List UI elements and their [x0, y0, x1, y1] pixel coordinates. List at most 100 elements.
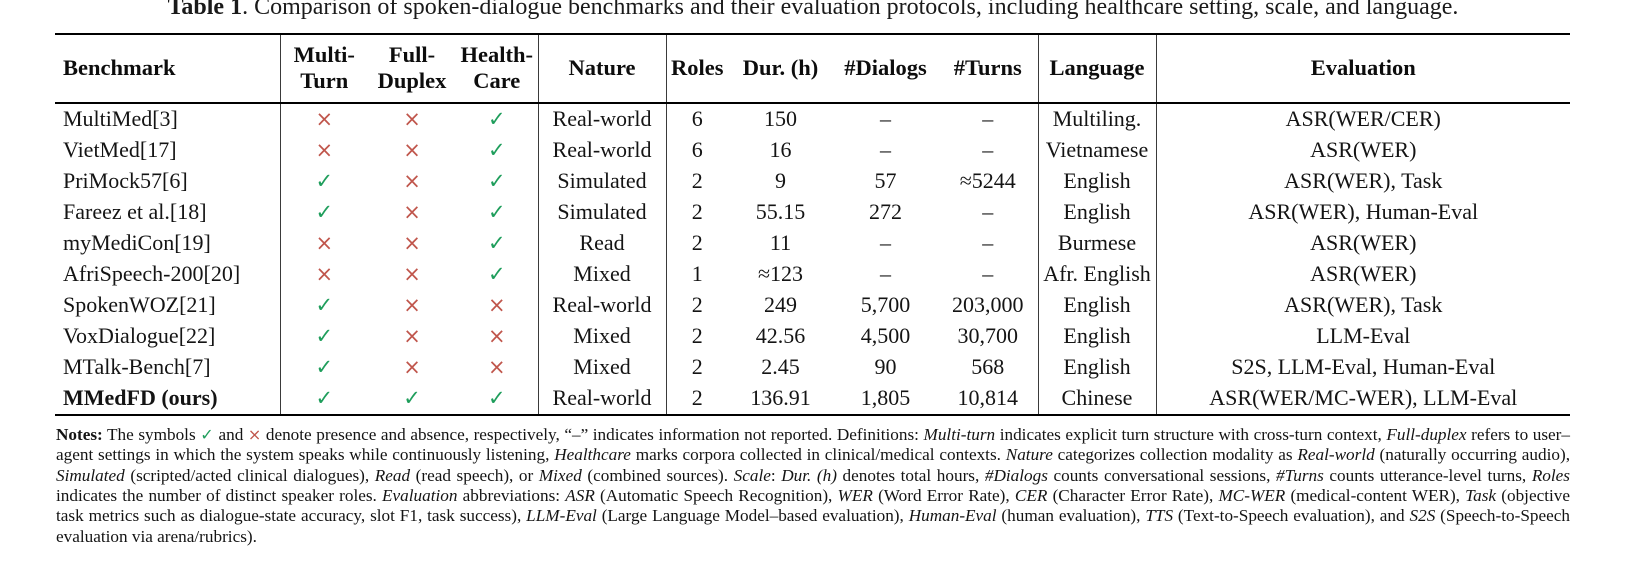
cell-healthcare: ×	[456, 351, 539, 383]
cell-benchmark: VietMed[17]	[55, 134, 281, 166]
cell-evaluation: ASR(WER)	[1310, 261, 1417, 287]
cell-turns: 203,000	[938, 289, 1039, 321]
cell-full_duplex: ×	[368, 228, 456, 259]
cell-turns: –	[938, 102, 1039, 135]
cell-healthcare: ✓	[456, 227, 539, 259]
col-header-turns: #Turns	[938, 34, 1039, 103]
cell-full_duplex: ×	[368, 259, 456, 290]
notes-term: MC-WER	[1218, 485, 1286, 505]
cross-icon: ×	[403, 262, 421, 287]
cell-full_duplex: ×	[368, 135, 456, 166]
cell-roles: 2	[691, 385, 703, 411]
cell-nature: Mixed	[538, 258, 667, 290]
cross-icon: ×	[487, 355, 506, 380]
cell-roles: 1	[691, 261, 703, 287]
notes-text: denotes total hours,	[836, 465, 985, 485]
cross-icon: ×	[487, 324, 506, 349]
table-row: SpokenWOZ[21] ✓ × × Real-world 2 249 5,700 203,0…	[55, 289, 1570, 321]
cell-full_duplex: ×	[368, 197, 456, 228]
col-header-nature: Nature	[538, 34, 667, 103]
cell-roles: 2	[691, 292, 703, 318]
table-row: VietMed[17] × × ✓ Real-world 6 16– – Vietnamese A…	[55, 134, 1570, 166]
check-icon: ✓	[200, 424, 214, 444]
cell-multi_turn: ✓	[280, 197, 368, 228]
notes-text: (medical-content WER),	[1285, 485, 1466, 505]
cell-dur_h: 16	[769, 137, 792, 163]
cell-benchmark: VoxDialogue[22]	[55, 320, 281, 352]
notes-term: Mixed	[538, 465, 582, 485]
cell-dur_h: 2.45	[761, 354, 800, 380]
notes-term: Multi-turn	[923, 424, 996, 444]
cross-icon: ×	[403, 355, 421, 380]
cell-healthcare: ✓	[456, 258, 539, 290]
cell-multi_turn: ×	[280, 135, 368, 166]
cell-turns: –	[938, 258, 1039, 290]
cell-multi_turn: ✓	[280, 290, 368, 321]
cell-multi_turn: ✓	[280, 383, 368, 415]
cell-dialogs: 4,500	[860, 323, 911, 349]
cell-language: Vietnamese	[1038, 134, 1157, 166]
table-caption-label: Table 1	[167, 0, 243, 20]
cell-language: Chinese	[1038, 382, 1157, 415]
cell-benchmark: MultiMed[3]	[55, 102, 281, 135]
check-icon: ✓	[487, 169, 506, 194]
notes-text: (scripted/acted clinical dialogues),	[124, 465, 375, 485]
cell-roles: 2	[691, 168, 703, 194]
cell-dialogs: 1,805	[860, 385, 911, 411]
check-icon: ✓	[315, 169, 334, 194]
notes-text: (Large Language Model–based evaluation),	[596, 506, 909, 526]
notes-term: Task	[1465, 485, 1497, 505]
cell-evaluation: ASR(WER), Human-Eval	[1248, 199, 1479, 225]
notes-term: Simulated	[56, 465, 125, 485]
notes-text: (human evaluation),	[996, 506, 1146, 526]
notes-text: abbreviations:	[457, 485, 566, 505]
cell-roles: 6	[691, 137, 703, 163]
cross-icon: ×	[403, 107, 421, 132]
notes-text: marks corpora collected in clinical/medi…	[630, 445, 1006, 465]
cell-evaluation: ASR(WER/CER)	[1285, 106, 1441, 132]
cell-nature: Real-world	[538, 134, 667, 166]
notes-text: denote presence and absence, respectivel…	[261, 424, 924, 444]
cell-dialogs: –	[880, 106, 891, 132]
cross-icon: ×	[315, 262, 334, 287]
cell-dialogs: 90	[874, 354, 897, 380]
cell-benchmark: PriMock57[6]	[55, 165, 281, 197]
cell-benchmark: AfriSpeech-200[20]	[55, 258, 281, 290]
cell-language: Afr. English	[1038, 258, 1157, 290]
notes-term: #Turns	[1276, 465, 1324, 485]
cell-nature: Mixed	[538, 351, 667, 383]
cell-multi_turn: ✓	[280, 166, 368, 197]
cell-benchmark-ours: MMedFD (ours)	[55, 382, 281, 415]
table-row: VoxDialogue[22] ✓ × × Mixed 2 42.56 4,500 30,700…	[55, 320, 1570, 352]
table-header-row: Benchmark Multi- Turn Full- Duplex Health- Car…	[55, 34, 1570, 103]
notes-text: and	[213, 424, 248, 444]
check-icon: ✓	[403, 386, 421, 411]
cell-multi_turn: ✓	[280, 352, 368, 383]
check-icon: ✓	[487, 138, 506, 163]
cross-icon: ×	[315, 107, 334, 132]
cell-healthcare: ✓	[456, 196, 539, 228]
cell-full_duplex: ×	[368, 103, 456, 135]
col-header-benchmark: Benchmark	[55, 34, 281, 103]
cell-multi_turn: ×	[280, 103, 368, 135]
table-row: MTalk-Bench[7] ✓ × × Mixed 2 2.45 90 568 English S…	[55, 351, 1570, 383]
notes-text: (Text-to-Speech evaluation), and	[1173, 506, 1410, 526]
cell-full_duplex: ×	[368, 166, 456, 197]
check-icon: ✓	[487, 107, 506, 132]
cell-nature: Mixed	[538, 320, 667, 352]
cell-nature: Simulated	[538, 196, 667, 228]
cell-language: English	[1038, 351, 1157, 383]
cell-roles: 6	[691, 106, 703, 132]
cell-turns: 10,814	[938, 382, 1039, 415]
col-header-health-care: Health- Care	[456, 34, 539, 103]
cell-dialogs: –	[880, 137, 891, 163]
table-row: PriMock57[6] ✓ × ✓ Simulated 2 9 57 ≈5244 English…	[55, 165, 1570, 197]
cell-benchmark: SpokenWOZ[21]	[55, 289, 281, 321]
col-header-evaluation: Evaluation	[1310, 54, 1416, 80]
notes-text: (Speech-to-Speech evaluation via arena/r…	[56, 506, 1570, 546]
notes-text: counts conversational sessions,	[1047, 465, 1277, 485]
notes-term: Evaluation	[382, 485, 458, 505]
cell-full_duplex: ×	[368, 352, 456, 383]
notes-text: indicates the number of distinct speaker…	[56, 485, 383, 505]
notes-text: :	[770, 465, 782, 485]
